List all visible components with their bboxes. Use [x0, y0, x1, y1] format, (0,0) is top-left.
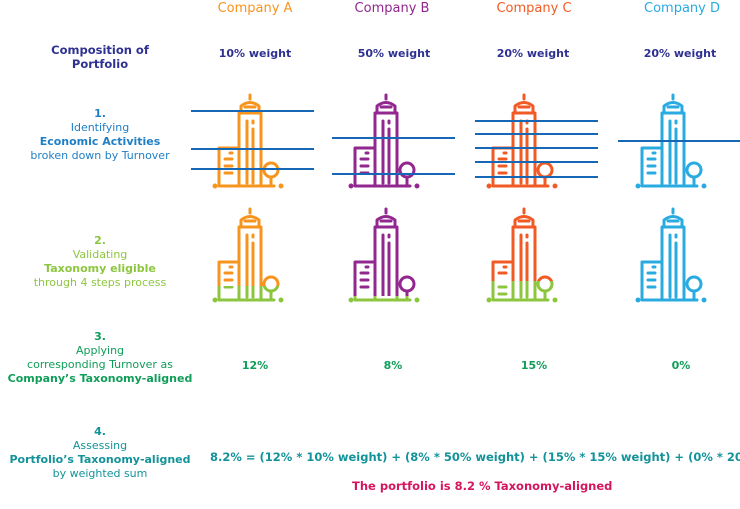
company-b-header: Company B — [354, 1, 430, 16]
building-icon — [635, 93, 707, 189]
weighted-sum-formula: 8.2% = (12% * 10% weight) + (8% * 50% we… — [210, 450, 740, 464]
step2-number: 2. — [94, 234, 106, 247]
company-b-aligned-value: 8% — [383, 359, 403, 372]
turnover-split-line — [475, 147, 598, 149]
turnover-split-line — [332, 173, 455, 175]
composition-line1: Composition of — [51, 43, 149, 57]
turnover-split-line — [191, 168, 314, 170]
step3-label: 3. Applying corresponding Turnover as Co… — [0, 330, 200, 386]
company-a-aligned-value: 12% — [241, 359, 269, 372]
building-icon — [212, 207, 284, 303]
company-c-weight: 20% weight — [496, 47, 570, 60]
turnover-split-line — [191, 148, 314, 150]
turnover-split-line — [475, 176, 598, 178]
step4-line1: Assessing — [72, 439, 128, 452]
turnover-split-line — [191, 110, 314, 112]
step1-number: 1. — [94, 107, 106, 120]
step1-label: 1. Identifying Economic Activities broke… — [0, 107, 200, 163]
turnover-split-line — [475, 133, 598, 135]
company-d-header: Company D — [644, 1, 720, 16]
company-c-aligned-value: 15% — [520, 359, 548, 372]
step1-line3: broken down by Turnover — [30, 149, 170, 162]
step2-label: 2. Validating Taxonomy eligible through … — [0, 234, 200, 290]
portfolio-conclusion: The portfolio is 8.2 % Taxonomy-aligned — [352, 479, 613, 493]
building-icon — [486, 207, 558, 303]
company-d-aligned-value: 0% — [671, 359, 691, 372]
step2-bold: Taxonomy eligible — [44, 262, 156, 275]
company-d-weight: 20% weight — [643, 47, 717, 60]
step4-label: 4. Assessing Portfolio’s Taxonomy-aligne… — [0, 425, 200, 481]
building-icon — [212, 93, 284, 189]
turnover-split-line — [475, 120, 598, 122]
building-icon — [486, 93, 558, 189]
building-icon — [635, 207, 707, 303]
step4-line3: by weighted sum — [52, 467, 148, 480]
step2-line1: Validating — [72, 248, 128, 261]
company-a-weight: 10% weight — [218, 47, 292, 60]
building-icon — [348, 93, 420, 189]
composition-line2: Portfolio — [71, 57, 129, 71]
step4-number: 4. — [94, 425, 106, 438]
step1-line1: Identifying — [70, 121, 130, 134]
step2-line3: through 4 steps process — [33, 276, 167, 289]
step3-number: 3. — [94, 330, 106, 343]
turnover-split-line — [475, 161, 598, 163]
turnover-split-line — [618, 140, 740, 142]
step3-line2: corresponding Turnover as — [27, 358, 173, 371]
turnover-split-line — [332, 137, 455, 139]
step4-bold: Portfolio’s Taxonomy-aligned — [9, 453, 191, 466]
company-a-header: Company A — [217, 1, 293, 16]
company-b-weight: 50% weight — [357, 47, 431, 60]
step3-bold: Company’s Taxonomy-aligned — [7, 372, 193, 385]
building-icon — [348, 207, 420, 303]
company-c-header: Company C — [496, 1, 572, 16]
composition-label: Composition of Portfolio — [0, 43, 200, 71]
step3-line1: Applying — [75, 344, 125, 357]
step1-bold: Economic Activities — [39, 135, 161, 148]
